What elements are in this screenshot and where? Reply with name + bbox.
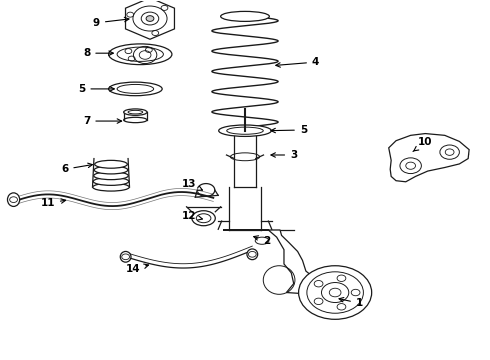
Ellipse shape bbox=[192, 211, 215, 226]
Ellipse shape bbox=[120, 251, 131, 262]
Polygon shape bbox=[223, 230, 318, 294]
Text: 8: 8 bbox=[83, 48, 113, 58]
Ellipse shape bbox=[7, 193, 20, 206]
Ellipse shape bbox=[94, 172, 128, 180]
Text: 5: 5 bbox=[78, 84, 114, 94]
Ellipse shape bbox=[93, 183, 129, 191]
Text: 9: 9 bbox=[93, 17, 129, 28]
Text: 12: 12 bbox=[182, 211, 202, 221]
Polygon shape bbox=[389, 134, 469, 182]
Ellipse shape bbox=[219, 125, 271, 136]
Ellipse shape bbox=[109, 82, 162, 96]
Circle shape bbox=[321, 283, 349, 302]
Polygon shape bbox=[125, 0, 174, 39]
Text: 13: 13 bbox=[182, 179, 202, 190]
Text: 10: 10 bbox=[413, 138, 433, 152]
Text: 3: 3 bbox=[271, 150, 297, 160]
Circle shape bbox=[146, 16, 154, 21]
Text: 11: 11 bbox=[40, 198, 66, 208]
Ellipse shape bbox=[247, 249, 258, 260]
Ellipse shape bbox=[95, 160, 127, 168]
Ellipse shape bbox=[109, 44, 172, 64]
Text: 2: 2 bbox=[254, 236, 270, 246]
Ellipse shape bbox=[220, 12, 270, 21]
Text: 5: 5 bbox=[271, 125, 307, 135]
Text: 6: 6 bbox=[61, 163, 93, 174]
Ellipse shape bbox=[94, 166, 128, 174]
Text: 14: 14 bbox=[125, 264, 148, 274]
Ellipse shape bbox=[93, 177, 129, 185]
Text: 4: 4 bbox=[276, 57, 319, 67]
Ellipse shape bbox=[123, 109, 147, 115]
Circle shape bbox=[298, 266, 372, 319]
Text: 7: 7 bbox=[83, 116, 122, 126]
Text: 1: 1 bbox=[339, 297, 363, 308]
